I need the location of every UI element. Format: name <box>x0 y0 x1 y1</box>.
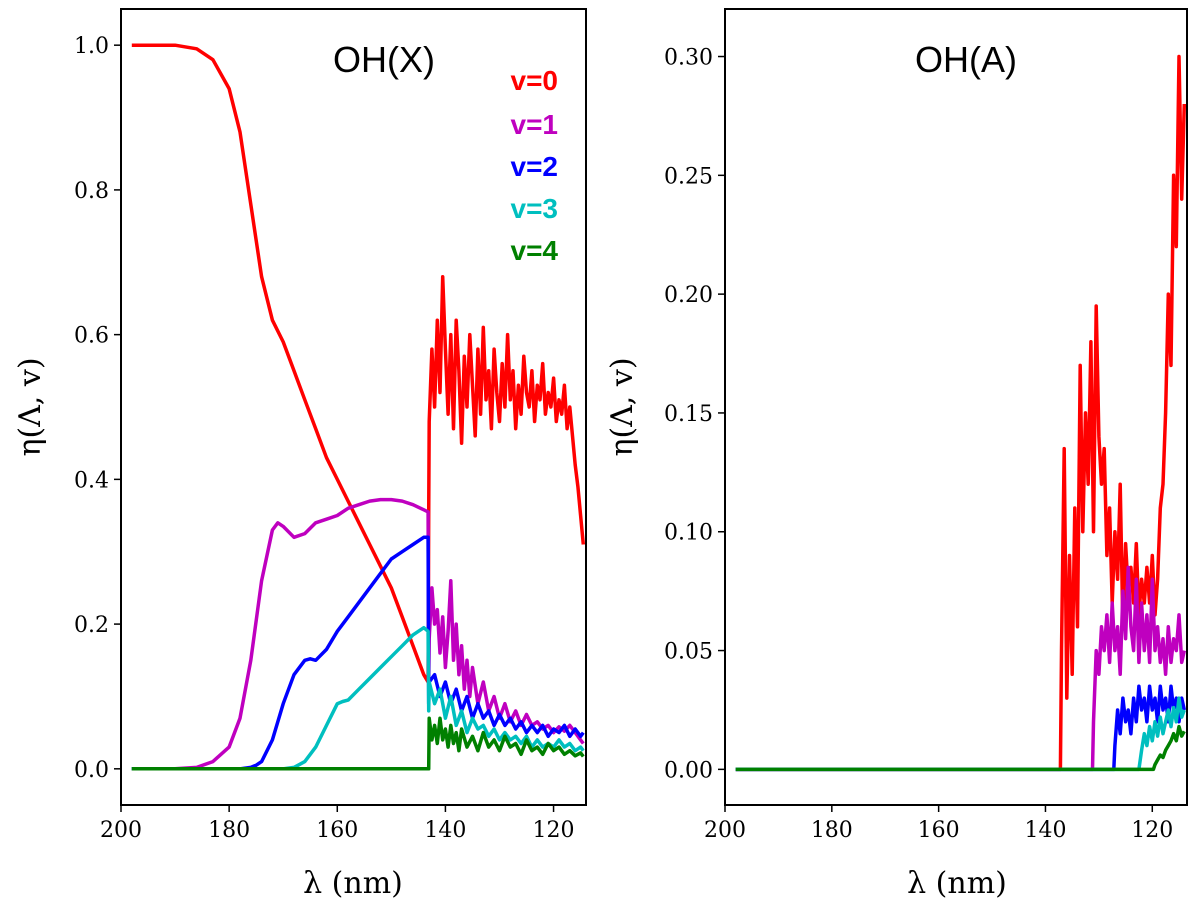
series-line-oh-x-v4 <box>131 716 585 771</box>
y-axis-label-oh-a: η(Λ, v) <box>605 357 640 456</box>
x-tick-label-oh-a: 140 <box>1024 818 1066 843</box>
panel-title-oh-a: OH(A) <box>915 39 1017 80</box>
x-tick-label-oh-a: 160 <box>918 818 960 843</box>
x-axis-label-oh-x: λ (nm) <box>303 866 403 901</box>
y-ticks-oh-x: 0.0 0.2 0.4 0.6 0.8 1.0 <box>74 34 121 783</box>
legend-entry-v3: v=3 <box>511 193 559 224</box>
series-line-oh-x-v1 <box>131 497 585 771</box>
series-line-oh-x-v0 <box>131 43 586 684</box>
series-line-oh-a-v2 <box>735 684 1187 772</box>
x-ticks-oh-a: 200 180 160 140 120 <box>704 805 1173 843</box>
x-axis-label-oh-a: λ (nm) <box>907 866 1007 901</box>
y-ticks-oh-a: 0.00 0.05 0.10 0.15 0.20 0.25 0.30 <box>664 46 725 783</box>
x-tick-label-oh-x: 120 <box>533 818 575 843</box>
y-tick-label-oh-a: 0.05 <box>664 640 713 665</box>
y-tick-label-oh-x: 0.4 <box>74 468 109 493</box>
y-tick-label-oh-x: 0.0 <box>74 758 109 783</box>
x-tick-label-oh-a: 120 <box>1131 818 1173 843</box>
plot-frame-oh-x <box>120 8 587 806</box>
x-tick-label-oh-x: 200 <box>100 818 142 843</box>
panel-oh-a: 200 180 160 140 120 0.00 0.05 0.10 0.15 0.20 0.25… <box>605 8 1188 901</box>
y-tick-label-oh-x: 0.8 <box>74 179 109 204</box>
x-tick-label-oh-x: 160 <box>316 818 358 843</box>
series-line-oh-a-v0 <box>735 54 1187 772</box>
y-tick-label-oh-a: 0.25 <box>664 164 713 189</box>
series-line-oh-a-v1 <box>735 565 1187 772</box>
panel-title-oh-x: OH(X) <box>333 39 435 80</box>
y-tick-label-oh-x: 0.6 <box>74 324 109 349</box>
x-tick-label-oh-a: 180 <box>811 818 853 843</box>
y-tick-label-oh-a: 0.20 <box>664 283 713 308</box>
x-tick-label-oh-x: 140 <box>424 818 466 843</box>
series-line-oh-x-v2 <box>131 535 585 771</box>
series-line-oh-x-v3 <box>131 625 585 771</box>
legend-oh-x: v=0 v=1 v=2 v=3 v=4 <box>511 65 559 266</box>
series-lines-oh-a <box>735 54 1187 772</box>
series-lines-oh-x <box>131 43 586 771</box>
legend-entry-v2: v=2 <box>511 151 559 182</box>
plot-frame-oh-a <box>724 8 1188 806</box>
y-axis-label-oh-x: η(Λ, v) <box>13 357 48 456</box>
legend-entry-v4: v=4 <box>511 235 559 266</box>
y-tick-label-oh-a: 0.30 <box>664 46 713 71</box>
series-line-oh-a-v3 <box>735 696 1186 772</box>
y-tick-label-oh-x: 1.0 <box>74 34 109 59</box>
y-tick-label-oh-a: 0.10 <box>664 521 713 546</box>
legend-entry-v1: v=1 <box>511 109 559 140</box>
y-tick-label-oh-a: 0.15 <box>664 402 713 427</box>
y-tick-label-oh-x: 0.2 <box>74 613 109 638</box>
x-ticks-oh-x: 200 180 160 140 120 <box>100 805 575 843</box>
legend-entry-v0: v=0 <box>511 65 559 96</box>
panel-oh-x: 200 180 160 140 120 0.0 0.2 0.4 0.6 0.8 1.0 OH(X)… <box>13 8 587 901</box>
y-tick-label-oh-a: 0.00 <box>664 758 713 783</box>
series-line-oh-a-v4 <box>735 724 1186 772</box>
x-tick-label-oh-a: 200 <box>704 818 746 843</box>
x-tick-label-oh-x: 180 <box>208 818 250 843</box>
